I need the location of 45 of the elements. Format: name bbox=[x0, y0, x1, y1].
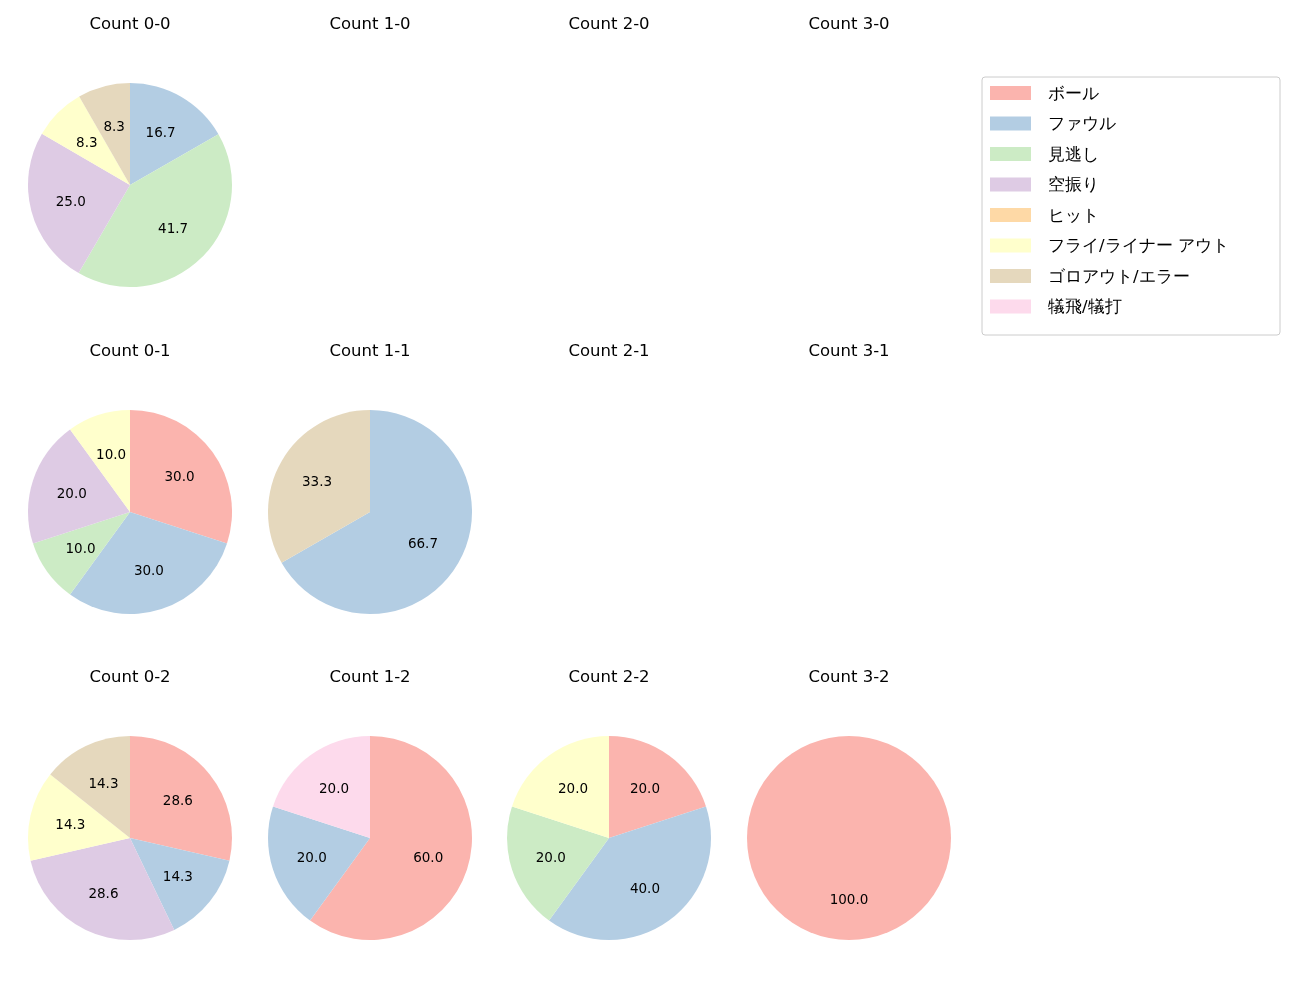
data-label: 41.7 bbox=[158, 220, 189, 237]
data-label: 20.0 bbox=[319, 780, 350, 797]
data-label: 33.3 bbox=[302, 473, 333, 490]
text: Count 3-1 bbox=[808, 341, 890, 360]
legend-label: ファウル bbox=[1048, 114, 1116, 133]
data-label: 20.0 bbox=[558, 780, 589, 797]
data-label: 100.0 bbox=[829, 891, 869, 908]
legend-label: ヒット bbox=[1048, 205, 1099, 225]
legend-label: フライ/ライナー アウト bbox=[1048, 236, 1229, 255]
chart-title: Count 1-1 bbox=[329, 341, 411, 360]
legend-label: 見逃し bbox=[1048, 144, 1099, 164]
chart-title: Count 3-2 bbox=[808, 667, 890, 686]
chart-title: Count 0-0 bbox=[89, 14, 171, 33]
data-label: 60.0 bbox=[413, 848, 444, 865]
chart-title: Count 0-2 bbox=[89, 667, 171, 686]
data-label: 20.0 bbox=[296, 848, 327, 865]
data-label: 66.7 bbox=[407, 534, 438, 551]
text: Count 2-1 bbox=[568, 341, 650, 360]
data-label: 14.3 bbox=[162, 868, 193, 885]
data-label: 8.3 bbox=[103, 117, 125, 134]
data-label: 16.7 bbox=[145, 124, 176, 141]
chart-title: Count 0-1 bbox=[89, 341, 171, 360]
data-label: 14.3 bbox=[55, 816, 86, 833]
data-label: 40.0 bbox=[629, 879, 660, 896]
text: Count 2-0 bbox=[568, 14, 650, 33]
chart-title: Count 2-2 bbox=[568, 667, 650, 686]
legend-label: ゴロアウト/エラー bbox=[1048, 266, 1190, 286]
data-label: 25.0 bbox=[55, 192, 86, 209]
data-label: 10.0 bbox=[96, 445, 127, 462]
data-label: 14.3 bbox=[88, 774, 119, 791]
legend-label: ボール bbox=[1048, 83, 1099, 103]
data-label: 8.3 bbox=[76, 133, 98, 150]
legend-label: 空振り bbox=[1048, 175, 1099, 194]
data-label: 20.0 bbox=[629, 780, 660, 797]
data-label: 10.0 bbox=[65, 539, 96, 556]
text: Count 1-0 bbox=[329, 14, 411, 33]
data-label: 20.0 bbox=[535, 848, 566, 865]
data-label: 28.6 bbox=[162, 791, 193, 808]
data-label: 30.0 bbox=[164, 468, 195, 485]
data-label: 28.6 bbox=[88, 885, 119, 902]
text: Count 3-0 bbox=[808, 14, 890, 33]
chart-title: Count 1-2 bbox=[329, 667, 411, 686]
data-label: 30.0 bbox=[133, 562, 164, 579]
data-label: 20.0 bbox=[56, 485, 87, 502]
legend-label: 犠飛/犠打 bbox=[1048, 297, 1122, 316]
